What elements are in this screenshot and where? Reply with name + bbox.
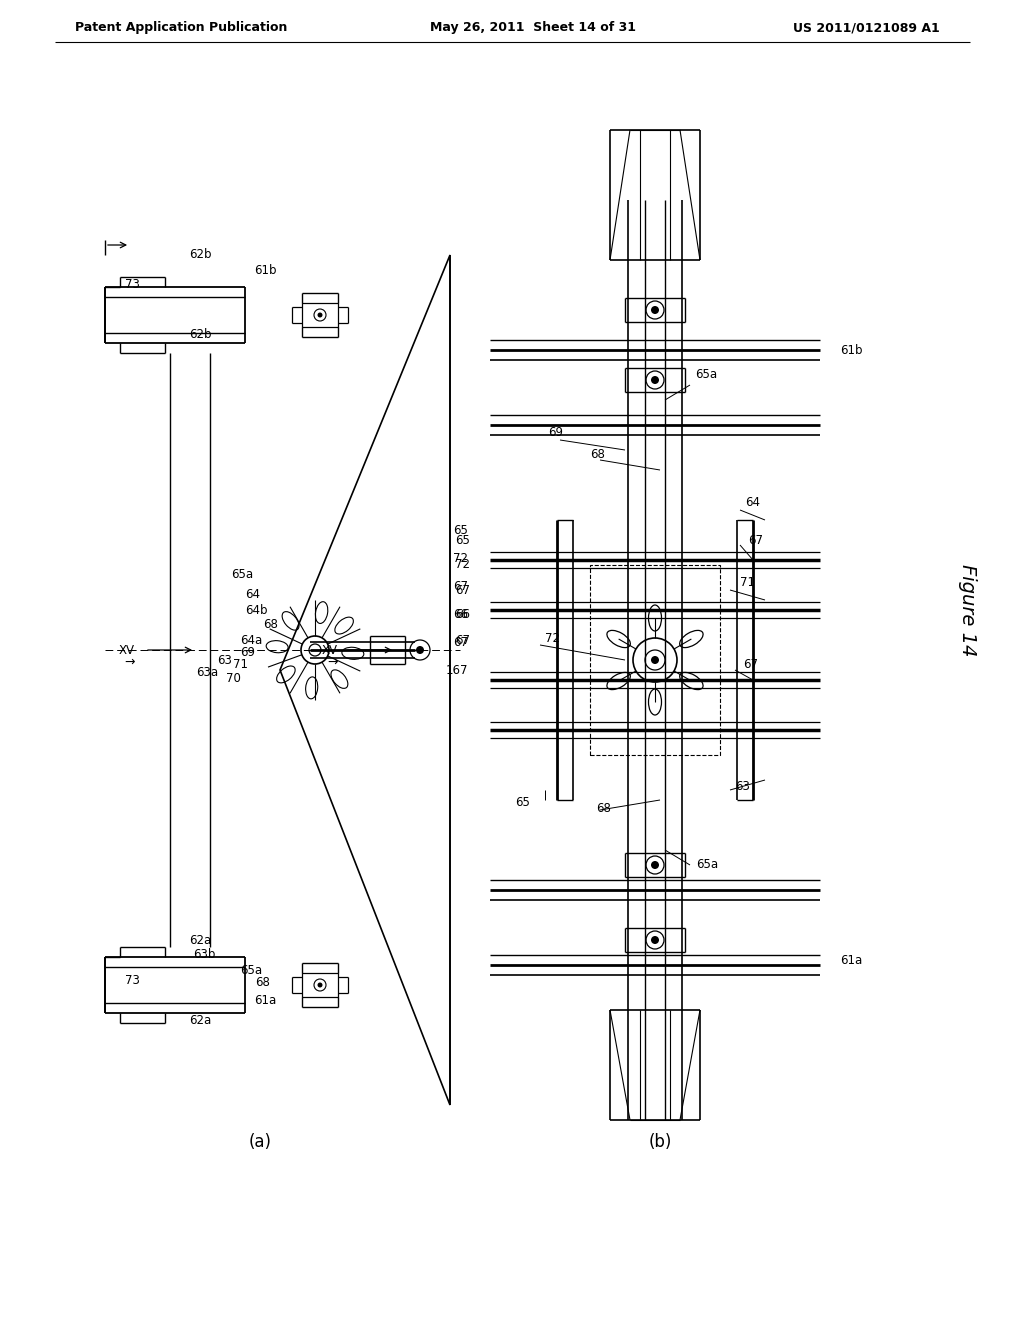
Text: 65a: 65a bbox=[240, 964, 262, 977]
Text: 65a: 65a bbox=[230, 569, 253, 582]
Text: 64a: 64a bbox=[240, 634, 262, 647]
Text: May 26, 2011  Sheet 14 of 31: May 26, 2011 Sheet 14 of 31 bbox=[430, 21, 636, 34]
Text: 68: 68 bbox=[255, 975, 270, 989]
Text: 64b: 64b bbox=[246, 603, 268, 616]
Text: 68: 68 bbox=[263, 619, 278, 631]
Bar bbox=[590, 565, 720, 755]
Bar bbox=[302, 973, 338, 997]
Text: 63: 63 bbox=[217, 653, 232, 667]
Circle shape bbox=[416, 645, 424, 653]
Text: 62a: 62a bbox=[188, 933, 211, 946]
Text: 67: 67 bbox=[453, 635, 468, 648]
Text: Figure 14: Figure 14 bbox=[958, 564, 978, 656]
Text: XV: XV bbox=[322, 644, 338, 656]
Circle shape bbox=[317, 982, 323, 987]
Text: 69: 69 bbox=[240, 645, 255, 659]
Circle shape bbox=[317, 313, 323, 318]
Text: 71: 71 bbox=[740, 577, 755, 590]
Text: 73: 73 bbox=[125, 974, 140, 986]
Text: 62b: 62b bbox=[188, 329, 211, 342]
Text: 70: 70 bbox=[226, 672, 241, 685]
Text: 71: 71 bbox=[233, 659, 248, 672]
Text: (b): (b) bbox=[648, 1133, 672, 1151]
Text: 61a: 61a bbox=[254, 994, 276, 1006]
Text: 64: 64 bbox=[245, 587, 260, 601]
Text: 65a: 65a bbox=[695, 367, 717, 380]
Text: 64: 64 bbox=[745, 495, 760, 508]
Text: 68: 68 bbox=[590, 447, 605, 461]
Text: 61a: 61a bbox=[840, 953, 862, 966]
Text: 61b: 61b bbox=[254, 264, 276, 276]
Text: 63: 63 bbox=[735, 780, 750, 793]
Circle shape bbox=[651, 936, 659, 944]
Text: 63a: 63a bbox=[196, 665, 218, 678]
Text: 61b: 61b bbox=[840, 343, 862, 356]
Text: 69: 69 bbox=[548, 425, 563, 438]
Text: 62b: 62b bbox=[188, 248, 211, 261]
Text: →: → bbox=[328, 656, 338, 668]
Text: 72: 72 bbox=[545, 631, 560, 644]
Text: 73: 73 bbox=[125, 279, 140, 292]
Circle shape bbox=[651, 656, 659, 664]
Circle shape bbox=[651, 376, 659, 384]
Text: (a): (a) bbox=[249, 1133, 271, 1151]
Text: 65: 65 bbox=[454, 524, 468, 536]
Text: US 2011/0121089 A1: US 2011/0121089 A1 bbox=[794, 21, 940, 34]
Text: 67: 67 bbox=[453, 581, 468, 594]
Text: 65: 65 bbox=[455, 533, 470, 546]
Text: 72: 72 bbox=[453, 552, 468, 565]
Text: XV: XV bbox=[119, 644, 135, 656]
Text: 66: 66 bbox=[455, 609, 470, 622]
Text: 68: 68 bbox=[596, 801, 611, 814]
Bar bbox=[302, 304, 338, 327]
Text: 62a: 62a bbox=[188, 1014, 211, 1027]
Text: 67: 67 bbox=[743, 659, 758, 672]
Text: 65: 65 bbox=[515, 796, 530, 808]
Text: →: → bbox=[125, 656, 135, 668]
Text: Patent Application Publication: Patent Application Publication bbox=[75, 21, 288, 34]
Circle shape bbox=[651, 861, 659, 869]
Circle shape bbox=[651, 306, 659, 314]
Text: 67: 67 bbox=[455, 634, 470, 647]
Text: 63b: 63b bbox=[193, 949, 215, 961]
Text: 65a: 65a bbox=[696, 858, 718, 870]
Text: 67: 67 bbox=[455, 583, 470, 597]
Text: 66: 66 bbox=[453, 609, 468, 622]
Text: 72: 72 bbox=[455, 558, 470, 572]
Text: 167: 167 bbox=[445, 664, 468, 676]
Text: 67: 67 bbox=[748, 533, 763, 546]
